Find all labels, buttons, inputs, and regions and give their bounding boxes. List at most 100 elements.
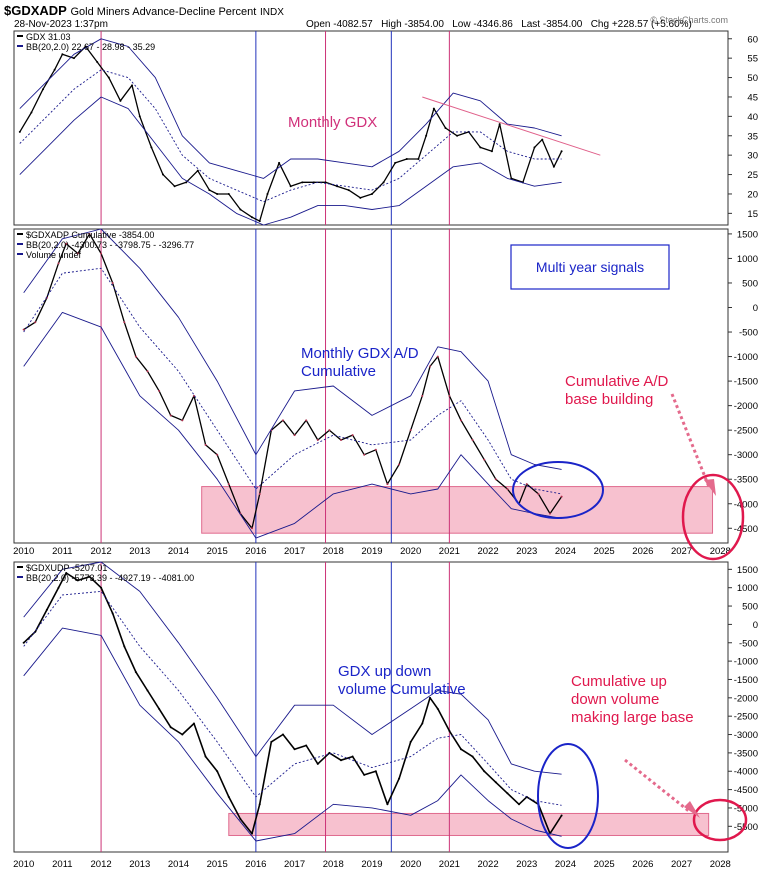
- x-tick-label: 2023: [516, 859, 537, 870]
- x-tick-label: 2023: [516, 546, 537, 557]
- panel-middle: 1500 1000 500 0 -500 -1000 -1500 -2000 -2500 -300…: [13, 228, 758, 544]
- data-point: [494, 781, 497, 784]
- data-point: [251, 216, 253, 219]
- data-point: [448, 394, 451, 397]
- x-tick-label: 2025: [594, 546, 615, 557]
- data-point: [18, 130, 21, 133]
- data-point: [394, 161, 397, 164]
- data-point: [374, 448, 377, 451]
- data-point: [270, 740, 273, 743]
- series-bb-lower: [23, 311, 562, 539]
- data-point: [537, 492, 540, 495]
- x-tick-label: 2018: [323, 859, 344, 870]
- x-tick-label: 2011: [52, 859, 72, 870]
- arrow-bottom: [624, 758, 691, 814]
- data-point: [185, 181, 188, 184]
- x-tick-label: 2014: [168, 859, 189, 870]
- x-tick-label: 2022: [477, 546, 498, 557]
- data-point: [293, 434, 296, 437]
- data-point: [57, 586, 60, 589]
- data-point: [347, 189, 350, 192]
- annotation-down-volume: down volume: [571, 691, 659, 708]
- data-point: [266, 192, 269, 195]
- data-point: [444, 127, 447, 129]
- x-tick-label: 2017: [284, 859, 305, 870]
- data-point: [363, 453, 366, 456]
- data-point: [289, 185, 292, 188]
- data-point: [72, 57, 75, 60]
- panel-frame: [13, 561, 729, 853]
- panel-top: 15 20 25 30 35 40 45 50 55 60 GDX 31.03BB(20,2.0) …: [13, 30, 758, 226]
- y-tick-label: 500: [742, 602, 758, 613]
- low-value: Low -4346.86: [452, 19, 513, 30]
- data-point: [459, 419, 462, 422]
- data-point: [518, 803, 521, 806]
- y-tick-label: 0: [753, 303, 758, 314]
- data-point: [251, 527, 253, 530]
- chart-header-title: $GDXADP Gold Miners Advance-Decline Perc…: [4, 3, 284, 18]
- data-point: [328, 429, 331, 432]
- annotation-cum-up: Cumulative up: [571, 673, 667, 690]
- x-tick-label: 2020: [400, 546, 421, 557]
- data-point: [409, 740, 412, 743]
- data-point: [111, 612, 114, 615]
- y-tick-label: 60: [747, 34, 758, 45]
- data-point: [386, 483, 389, 486]
- data-point: [96, 61, 99, 64]
- series-bb-upper: [23, 561, 562, 775]
- y-tick-label: 1000: [737, 583, 758, 594]
- data-point: [173, 185, 176, 188]
- data-point: [107, 76, 110, 79]
- legend-swatch: [17, 233, 23, 235]
- data-point: [100, 586, 103, 589]
- series-bb-middle: [23, 590, 562, 806]
- x-tick-label: 2026: [632, 546, 653, 557]
- legend-swatch: [17, 576, 23, 578]
- data-point: [181, 419, 184, 422]
- highlight-ellipse-blue-bottom: [537, 743, 599, 849]
- data-point: [351, 755, 354, 758]
- data-point: [30, 111, 33, 114]
- x-tick-label: 2026: [632, 859, 653, 870]
- arrow-head-bottom: [684, 801, 700, 818]
- base-zone: [201, 486, 714, 534]
- data-point: [560, 150, 563, 153]
- data-point: [541, 138, 544, 141]
- data-point: [208, 189, 211, 192]
- y-tick-label: -3000: [734, 450, 758, 461]
- data-point: [65, 242, 68, 245]
- x-axis-bottom: 2010 2011 2012 2013 2014 2015 2016 2017 2018 2019…: [13, 859, 731, 870]
- data-point: [258, 492, 261, 495]
- data-point: [425, 134, 428, 137]
- data-point: [436, 355, 439, 358]
- data-point: [429, 696, 432, 699]
- y-tick-label: 35: [747, 131, 758, 142]
- y-tick-label: 15: [747, 209, 758, 220]
- data-point: [239, 208, 242, 211]
- data-point: [216, 770, 219, 773]
- data-point: [293, 748, 296, 751]
- arrow-middle: [670, 393, 711, 488]
- data-point: [76, 579, 79, 582]
- data-point: [494, 478, 497, 481]
- series--gdxudp: [23, 572, 563, 835]
- data-point: [351, 434, 354, 437]
- data-point: [340, 438, 343, 441]
- y-tick-label: -1500: [734, 675, 758, 686]
- x-tick-label: 2013: [129, 859, 150, 870]
- ohlc-readout: Open -4082.57 High -3854.00 Low -4346.86…: [306, 19, 692, 30]
- y-tick-label: -4000: [734, 499, 758, 510]
- data-point: [123, 645, 126, 648]
- data-point: [363, 773, 366, 776]
- data-point: [278, 161, 281, 164]
- legend-entry: Volume undef: [26, 250, 82, 260]
- data-point: [227, 795, 230, 798]
- y-tick-label: -1000: [734, 352, 758, 363]
- data-point: [53, 68, 56, 71]
- data-point: [312, 181, 315, 184]
- x-tick-label: 2020: [400, 859, 421, 870]
- legend-entry: BB(20,2.0) -5773.39 - -4927.19 - -4081.0…: [26, 573, 194, 583]
- x-tick-label: 2018: [323, 546, 344, 557]
- x-tick-label: 2015: [207, 546, 228, 557]
- y-tick-label: -4500: [734, 524, 758, 535]
